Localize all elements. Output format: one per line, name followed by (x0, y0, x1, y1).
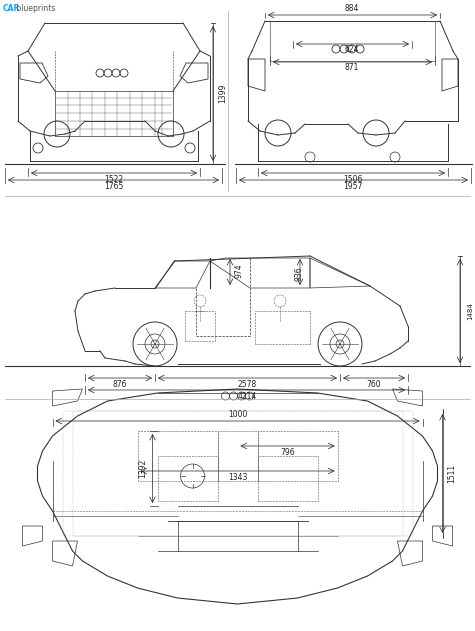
Text: 871: 871 (345, 63, 359, 72)
Text: 1506: 1506 (343, 175, 363, 184)
Text: 1765: 1765 (104, 182, 124, 191)
Text: 2578: 2578 (238, 380, 256, 389)
Text: 1343: 1343 (228, 473, 247, 482)
Text: CAR: CAR (3, 4, 20, 13)
Text: blueprints: blueprints (15, 4, 56, 13)
Text: 1392: 1392 (139, 459, 148, 478)
Text: 1957: 1957 (343, 182, 363, 191)
Text: 1484: 1484 (467, 302, 473, 320)
Text: 1511: 1511 (447, 464, 456, 483)
Text: 1399: 1399 (218, 83, 227, 103)
Text: 796: 796 (280, 448, 295, 457)
Text: 624: 624 (345, 45, 359, 54)
Text: 1000: 1000 (228, 410, 247, 419)
Text: 974: 974 (234, 264, 243, 278)
Text: 876: 876 (113, 380, 127, 389)
Text: 1522: 1522 (104, 175, 124, 184)
Text: 4214: 4214 (238, 392, 256, 401)
Text: 936: 936 (295, 267, 304, 281)
Text: 760: 760 (367, 380, 381, 389)
Text: 884: 884 (345, 4, 359, 13)
